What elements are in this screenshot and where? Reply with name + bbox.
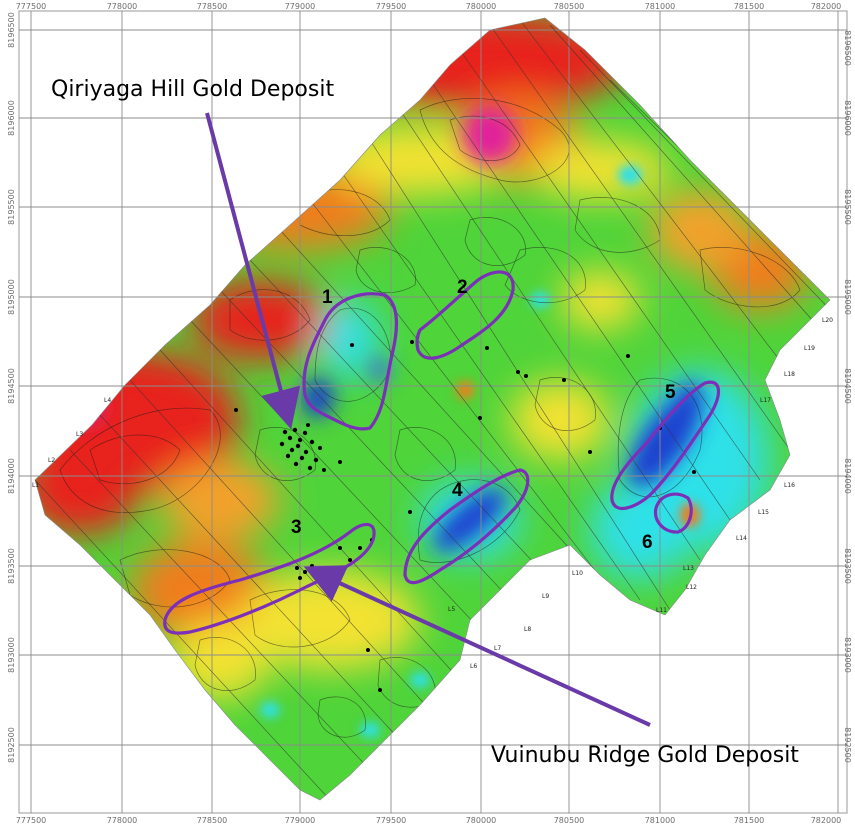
line-label: L15 — [758, 509, 769, 516]
y-tick: 8194500 — [843, 368, 852, 404]
x-tick: 780000 — [466, 2, 497, 11]
contour-lines — [59, 97, 801, 738]
target-number: 1 — [322, 287, 333, 308]
x-tick: 782000 — [811, 816, 842, 825]
x-axis-bottom: 777500 778000 778500 779000 779500 78000… — [16, 816, 842, 825]
x-tick: 779500 — [376, 816, 407, 825]
x-tick: 777500 — [16, 2, 47, 11]
y-tick: 8195500 — [843, 189, 852, 225]
x-tick: 780000 — [466, 816, 497, 825]
target-labels: 1 2 3 4 5 6 — [291, 277, 676, 553]
target-number: 2 — [457, 277, 468, 298]
line-label: L9 — [542, 593, 549, 600]
x-tick: 780500 — [554, 816, 585, 825]
line-label: L18 — [784, 371, 795, 378]
y-tick: 8192500 — [7, 727, 16, 763]
y-axis-left: 8196500 8196000 8195500 8195000 8194500 … — [7, 12, 16, 763]
qiriyaga-arrow — [205, 112, 301, 430]
line-label: L17 — [760, 397, 771, 404]
line-label: L3 — [76, 431, 83, 438]
y-tick: 8194000 — [7, 458, 16, 494]
x-tick: 777500 — [16, 816, 47, 825]
y-tick: 8195000 — [7, 279, 16, 315]
line-label: L7 — [494, 645, 501, 652]
y-tick: 8193000 — [843, 637, 852, 673]
line-label: L8 — [524, 626, 531, 633]
annotation-arrows — [205, 112, 651, 727]
x-tick: 778500 — [197, 2, 228, 11]
y-tick: 8196500 — [843, 30, 852, 66]
x-tick: 780500 — [554, 2, 585, 11]
y-tick: 8196000 — [843, 100, 852, 136]
line-label: L11 — [656, 607, 667, 614]
y-tick: 8196000 — [7, 100, 16, 136]
y-tick: 8194000 — [843, 458, 852, 494]
target-number: 6 — [642, 532, 653, 553]
vuinubu-label: Vuinubu Ridge Gold Deposit — [491, 743, 799, 768]
drill-holes — [234, 340, 696, 692]
line-label: L4 — [104, 397, 111, 404]
y-tick: 8193000 — [7, 637, 16, 673]
target-number: 5 — [665, 382, 676, 403]
qiriyaga-label: Qiriyaga Hill Gold Deposit — [51, 77, 334, 102]
x-tick: 782000 — [811, 2, 842, 11]
y-tick: 8192500 — [843, 727, 852, 763]
y-tick: 8193500 — [7, 548, 16, 584]
target-number: 3 — [291, 517, 302, 538]
x-tick: 779000 — [285, 816, 316, 825]
coordinate-grid — [19, 11, 847, 813]
x-tick: 779500 — [376, 2, 407, 11]
line-label: L20 — [822, 317, 833, 324]
y-tick: 8195000 — [843, 279, 852, 315]
x-tick: 781500 — [734, 2, 765, 11]
line-label: L12 — [686, 584, 697, 591]
line-label: L16 — [784, 482, 795, 489]
x-tick: 781000 — [645, 816, 676, 825]
x-tick: 778500 — [197, 816, 228, 825]
x-tick: 779000 — [285, 2, 316, 11]
y-tick: 8196500 — [7, 12, 16, 48]
x-tick: 781500 — [734, 816, 765, 825]
x-tick: 778000 — [107, 816, 138, 825]
line-label: L6 — [470, 663, 477, 670]
x-tick: 781000 — [645, 2, 676, 11]
target-number: 4 — [452, 480, 463, 501]
vuinubu-arrow — [303, 565, 651, 727]
x-tick: 778000 — [107, 2, 138, 11]
x-axis-top: 777500 778000 778500 779000 779500 78000… — [16, 2, 842, 11]
line-label: L13 — [683, 565, 694, 572]
survey-line-labels: L1 L2 L3 L4 L5 L6 L7 L8 L9 L10 L11 L12 L… — [32, 317, 833, 670]
y-tick: 8194500 — [7, 368, 16, 404]
y-tick: 8195500 — [7, 189, 16, 225]
line-label: L5 — [448, 606, 455, 613]
line-label: L10 — [572, 570, 583, 577]
line-label: L2 — [48, 457, 55, 464]
y-axis-right: 8196500 8196000 8195500 8195000 8194500 … — [843, 30, 852, 763]
line-label: L19 — [804, 345, 815, 352]
line-label: L14 — [736, 535, 747, 542]
y-tick: 8193500 — [843, 548, 852, 584]
target-outlines — [163, 270, 720, 635]
line-label: L1 — [32, 482, 39, 489]
